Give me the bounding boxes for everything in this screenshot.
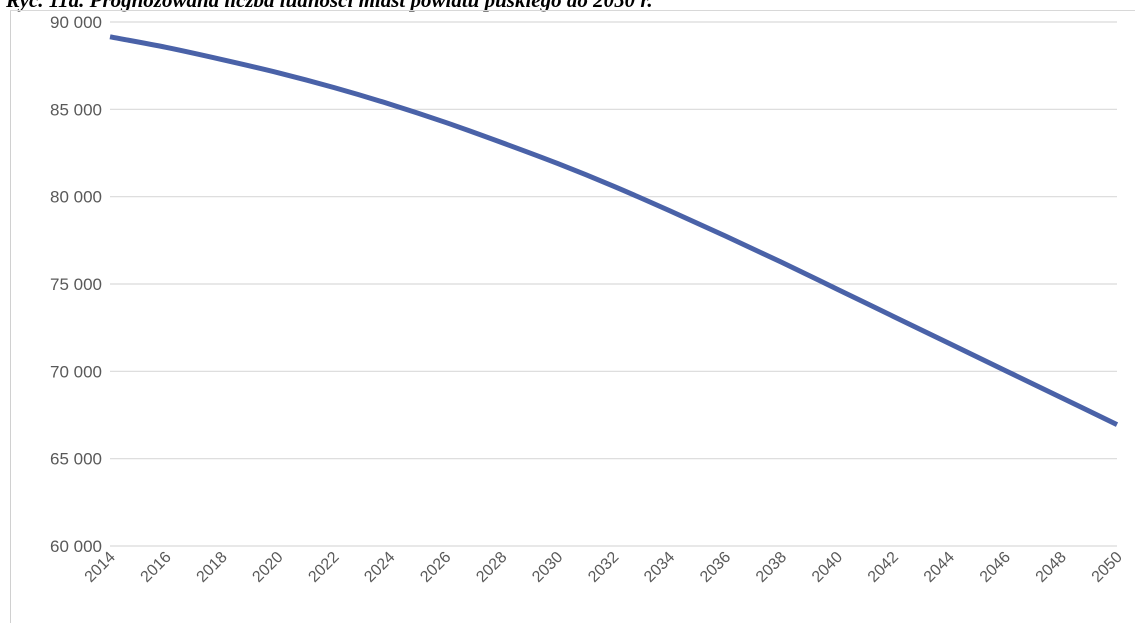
x-tick-label: 2050 bbox=[1089, 549, 1126, 586]
left-border bbox=[10, 10, 11, 623]
x-tick-label: 2044 bbox=[921, 549, 958, 586]
x-tick-label: 2036 bbox=[697, 549, 734, 586]
x-tick-label: 2016 bbox=[138, 549, 175, 586]
top-border bbox=[10, 10, 1135, 11]
y-tick-label: 90 000 bbox=[50, 13, 102, 32]
y-tick-label: 80 000 bbox=[50, 188, 102, 207]
x-tick-label: 2026 bbox=[417, 549, 454, 586]
x-tick-label: 2024 bbox=[361, 549, 398, 586]
x-tick-label: 2028 bbox=[473, 549, 510, 586]
x-tick-label: 2034 bbox=[641, 549, 678, 586]
y-tick-label: 70 000 bbox=[50, 362, 102, 381]
x-tick-label: 2032 bbox=[585, 549, 622, 586]
series-line bbox=[109, 34, 1119, 427]
x-tick-label: 2040 bbox=[809, 549, 846, 586]
y-tick-label: 75 000 bbox=[50, 275, 102, 294]
x-tick-label: 2018 bbox=[194, 549, 231, 586]
x-tick-label: 2048 bbox=[1033, 549, 1070, 586]
x-tick-label: 2020 bbox=[249, 549, 286, 586]
chart-title: Ryc. 11a. Prognozowana liczba ludności m… bbox=[6, 0, 653, 12]
y-tick-label: 65 000 bbox=[50, 450, 102, 469]
y-tick-label: 60 000 bbox=[50, 537, 102, 556]
x-tick-label: 2042 bbox=[865, 549, 902, 586]
x-tick-label: 2022 bbox=[305, 549, 342, 586]
x-tick-label: 2030 bbox=[529, 549, 566, 586]
x-tick-label: 2046 bbox=[977, 549, 1014, 586]
y-tick-label: 85 000 bbox=[50, 100, 102, 119]
x-tick-label: 2038 bbox=[753, 549, 790, 586]
